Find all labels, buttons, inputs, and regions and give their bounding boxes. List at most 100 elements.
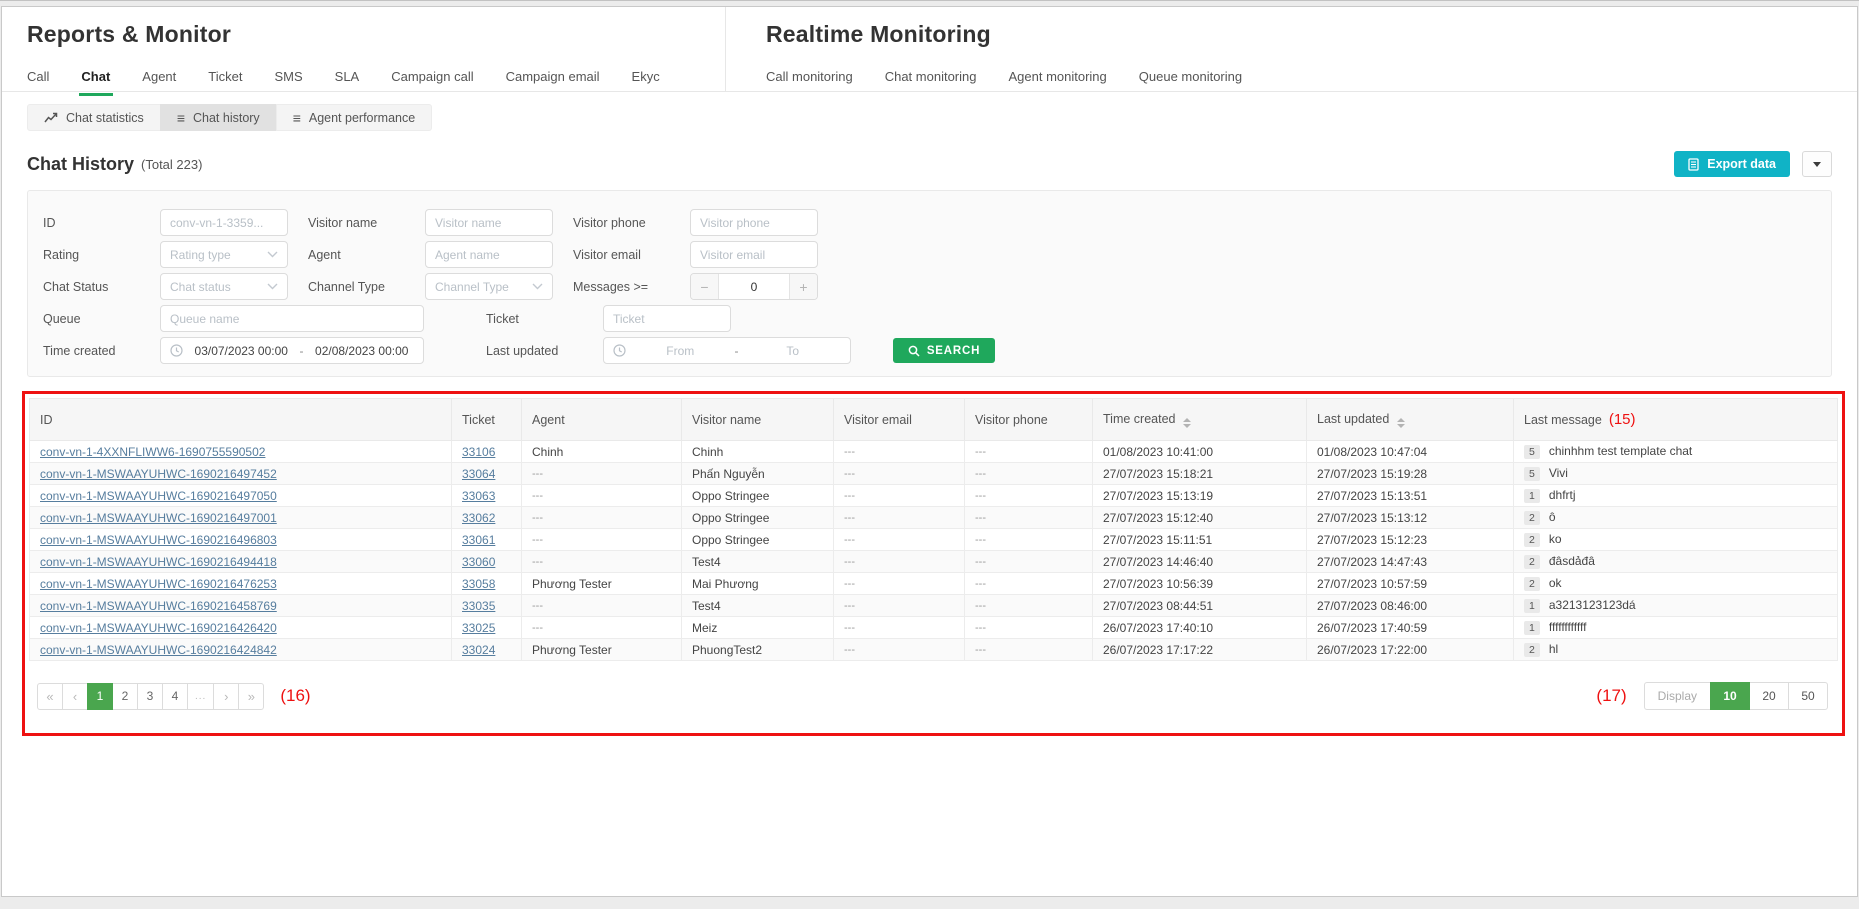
- chevron-down-icon: [267, 283, 278, 290]
- subtab-chat-statistics[interactable]: Chat statistics: [27, 104, 161, 131]
- search-label: SEARCH: [926, 344, 981, 357]
- page-2-button[interactable]: 2: [112, 682, 138, 710]
- first-page-button[interactable]: «: [37, 682, 63, 710]
- ticket-link[interactable]: 33025: [462, 620, 496, 635]
- ticket-link[interactable]: 33024: [462, 642, 496, 657]
- page-size-10-button[interactable]: 10: [1710, 682, 1750, 710]
- ticket-link[interactable]: 33061: [462, 532, 496, 547]
- agent-cell: ---: [521, 550, 682, 573]
- tab-agent-monitoring[interactable]: Agent monitoring: [1008, 69, 1107, 84]
- subtab-chat-history[interactable]: ≡ Chat history: [159, 104, 277, 131]
- decrement-button[interactable]: −: [691, 274, 719, 299]
- visitor-email-cell: ---: [833, 594, 965, 617]
- visitor-name-label: Visitor name: [308, 215, 378, 230]
- column-label: Ticket: [462, 412, 495, 427]
- ticket-input[interactable]: [603, 305, 731, 332]
- time-created-range-input[interactable]: 03/07/2023 00:00 - 02/08/2023 00:00: [160, 337, 424, 364]
- agent-cell: ---: [521, 484, 682, 507]
- visitor-name-input[interactable]: [425, 209, 553, 236]
- tab-campaign-call[interactable]: Campaign call: [391, 69, 474, 84]
- tab-agent[interactable]: Agent: [142, 69, 177, 84]
- annotation-box: ID Ticket Agent Visitor name Visitor email Vi…: [22, 391, 1845, 736]
- last-updated-cell: 27/07/2023 15:13:12: [1306, 506, 1514, 529]
- annotation-15: (15): [1608, 411, 1636, 428]
- conversation-id-link[interactable]: conv-vn-1-MSWAAYUHWC-1690216497050: [40, 488, 277, 503]
- page-4-button[interactable]: 4: [162, 682, 188, 710]
- ticket-link[interactable]: 33058: [462, 576, 496, 591]
- conversation-id-link[interactable]: conv-vn-1-MSWAAYUHWC-1690216497001: [40, 510, 277, 525]
- chat-history-table: ID Ticket Agent Visitor name Visitor email Vi…: [29, 398, 1838, 661]
- tab-sla[interactable]: SLA: [334, 69, 360, 84]
- page-size-50-button[interactable]: 50: [1788, 682, 1828, 710]
- column-label: ID: [40, 412, 53, 427]
- visitor-name-cell: Phấn Nguyễn: [681, 462, 834, 485]
- ticket-link[interactable]: 33035: [462, 598, 496, 613]
- page-1-button[interactable]: 1: [87, 682, 113, 710]
- column-header-ticket: Ticket: [451, 398, 522, 441]
- rating-select[interactable]: Rating type: [160, 241, 288, 268]
- ticket-link[interactable]: 33062: [462, 510, 496, 525]
- visitor-phone-input[interactable]: [690, 209, 818, 236]
- search-button[interactable]: SEARCH: [893, 338, 995, 363]
- conversation-id-link[interactable]: conv-vn-1-MSWAAYUHWC-1690216424842: [40, 642, 277, 657]
- tab-sms[interactable]: SMS: [274, 69, 303, 84]
- chevron-down-icon: [267, 251, 278, 258]
- app-window: Reports & Monitor Call Chat Agent Ticket SMS…: [1, 6, 1858, 897]
- sort-icon[interactable]: [1183, 417, 1192, 428]
- subtab-agent-performance[interactable]: ≡ Agent performance: [275, 104, 433, 131]
- prev-page-button[interactable]: ‹: [62, 682, 88, 710]
- conversation-id-link[interactable]: conv-vn-1-MSWAAYUHWC-1690216494418: [40, 554, 277, 569]
- message-count-badge: 2: [1524, 577, 1540, 591]
- visitor-email-cell: ---: [833, 638, 965, 661]
- last-message-text: a3213123123dá: [1548, 598, 1636, 612]
- visitor-phone-cell: ---: [964, 638, 1093, 661]
- table-row: conv-vn-1-MSWAAYUHWC-1690216496803 33061 -…: [29, 528, 1838, 551]
- conversation-id-link[interactable]: conv-vn-1-MSWAAYUHWC-1690216426420: [40, 620, 277, 635]
- sort-icon[interactable]: [1397, 417, 1406, 428]
- messages-stepper: − 0 +: [690, 273, 818, 300]
- agent-input[interactable]: [425, 241, 553, 268]
- ticket-link[interactable]: 33064: [462, 466, 496, 481]
- table-row: conv-vn-1-MSWAAYUHWC-1690216494418 33060 -…: [29, 550, 1838, 573]
- message-count-badge: 5: [1524, 467, 1540, 481]
- visitor-name-cell: Test4: [681, 550, 834, 573]
- next-page-button[interactable]: ›: [213, 682, 240, 710]
- ticket-link[interactable]: 33063: [462, 488, 496, 503]
- subtab-label: Chat history: [192, 110, 260, 125]
- tab-ticket[interactable]: Ticket: [208, 69, 243, 84]
- last-message-cell: 2 ok: [1513, 572, 1838, 595]
- page-3-button[interactable]: 3: [137, 682, 163, 710]
- message-count-badge: 2: [1524, 555, 1540, 569]
- messages-value[interactable]: 0: [750, 279, 758, 294]
- conversation-id-link[interactable]: conv-vn-1-MSWAAYUHWC-1690216497452: [40, 466, 277, 481]
- ticket-link[interactable]: 33106: [462, 444, 496, 459]
- conversation-id-link[interactable]: conv-vn-1-MSWAAYUHWC-1690216496803: [40, 532, 277, 547]
- increment-button[interactable]: +: [789, 274, 817, 299]
- conversation-id-link[interactable]: conv-vn-1-MSWAAYUHWC-1690216476253: [40, 576, 277, 591]
- chat-status-select[interactable]: Chat status: [160, 273, 288, 300]
- conversation-id-link[interactable]: conv-vn-1-MSWAAYUHWC-1690216458769: [40, 598, 277, 613]
- visitor-email-input[interactable]: [690, 241, 818, 268]
- id-input[interactable]: [160, 209, 288, 236]
- ticket-link[interactable]: 33060: [462, 554, 496, 569]
- time-created-cell: 27/07/2023 15:13:19: [1092, 484, 1307, 507]
- ellipsis-page-button[interactable]: ...: [187, 682, 215, 710]
- column-header-visitor-name: Visitor name: [681, 398, 834, 441]
- queue-input[interactable]: [160, 305, 424, 332]
- export-options-button[interactable]: [1802, 151, 1832, 177]
- tab-ekyc[interactable]: Ekyc: [631, 69, 660, 84]
- conversation-id-link[interactable]: conv-vn-1-4XXNFLIWW6-1690755590502: [40, 444, 266, 459]
- tab-chat-monitoring[interactable]: Chat monitoring: [884, 69, 977, 84]
- last-message-cell: 1 dhfrtj: [1513, 484, 1838, 507]
- page-size-20-button[interactable]: 20: [1749, 682, 1789, 710]
- last-updated-range-input[interactable]: From - To: [603, 337, 851, 364]
- tab-chat[interactable]: Chat: [81, 69, 110, 95]
- tab-queue-monitoring[interactable]: Queue monitoring: [1138, 69, 1243, 84]
- tab-call[interactable]: Call: [27, 69, 50, 84]
- last-page-button[interactable]: »: [238, 682, 265, 710]
- list-icon: ≡: [292, 109, 301, 126]
- channel-type-select[interactable]: Channel Type: [425, 273, 553, 300]
- export-data-button[interactable]: Export data: [1674, 151, 1790, 177]
- tab-call-monitoring[interactable]: Call monitoring: [766, 69, 853, 84]
- tab-campaign-email[interactable]: Campaign email: [505, 69, 600, 84]
